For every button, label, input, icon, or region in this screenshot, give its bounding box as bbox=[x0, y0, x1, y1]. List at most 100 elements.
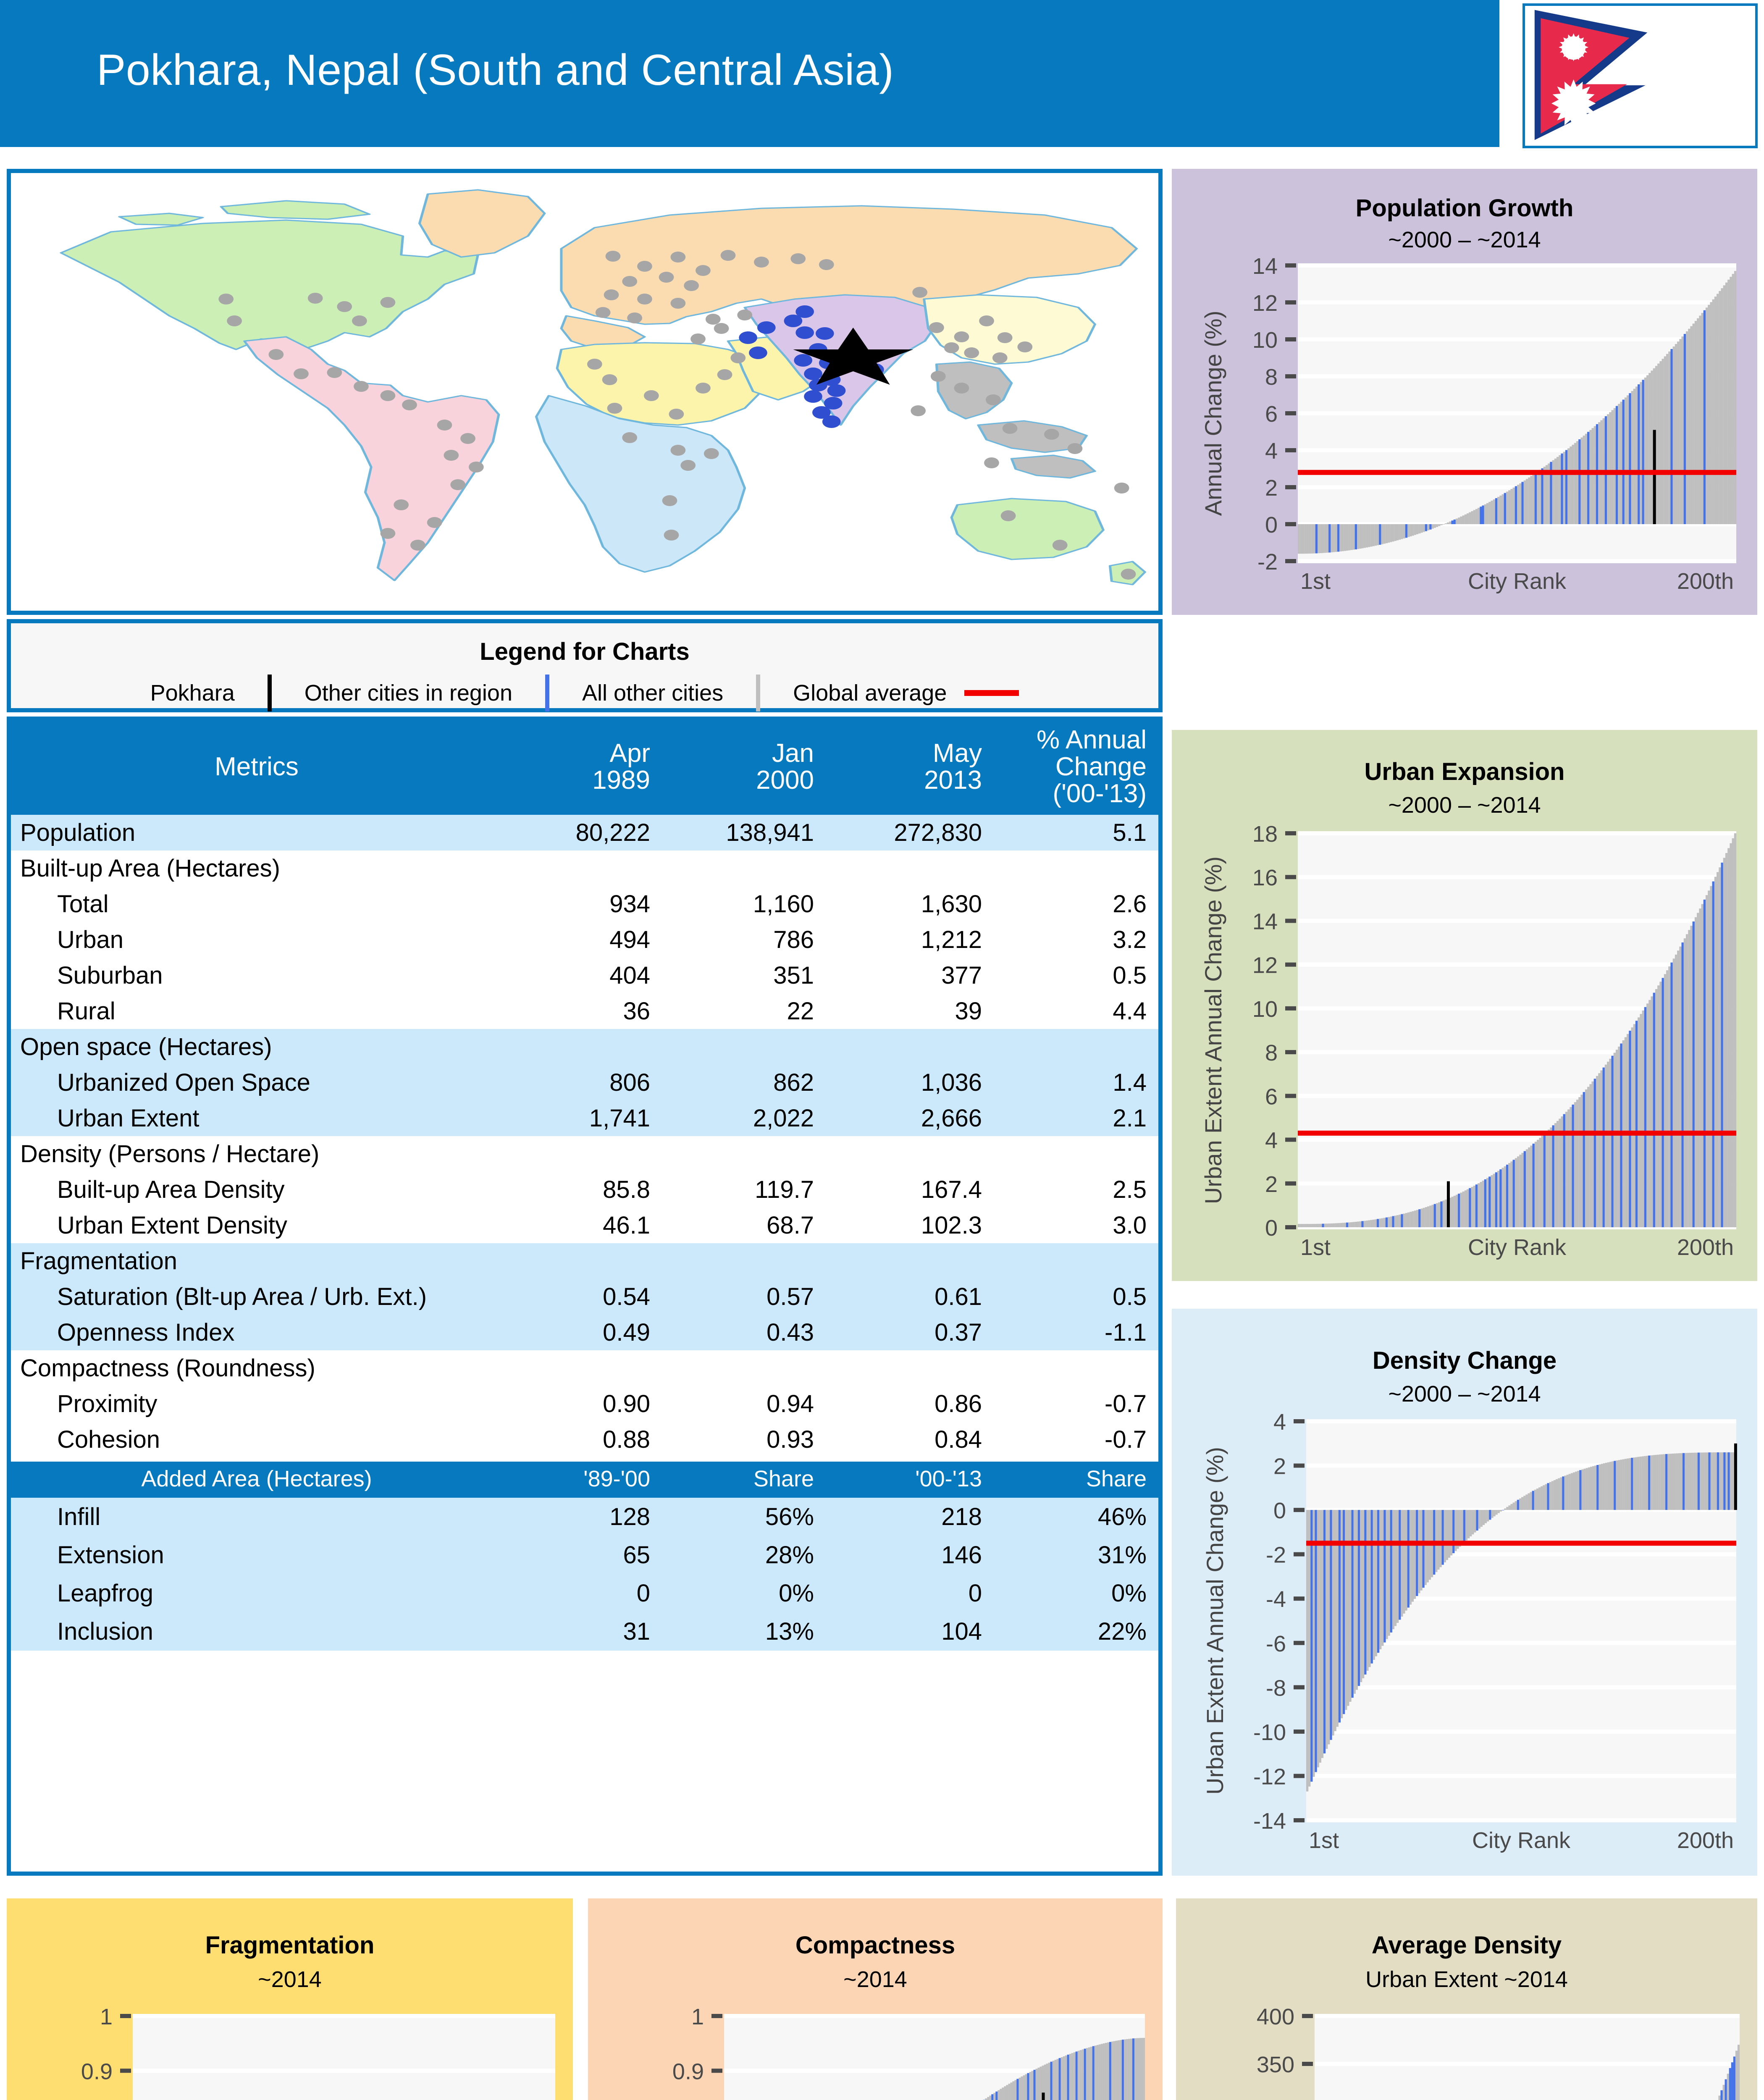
bar-other-city bbox=[1536, 471, 1539, 524]
bar-other-city bbox=[1427, 1206, 1430, 1227]
bar-region-city bbox=[1433, 1204, 1436, 1227]
bar-other-city bbox=[1379, 1218, 1381, 1227]
bar-other-city bbox=[1478, 508, 1480, 524]
bar-region-city bbox=[1401, 1214, 1403, 1227]
bar-other-city bbox=[1484, 1510, 1487, 1523]
bar-other-city bbox=[1574, 443, 1577, 524]
bar-other-city bbox=[1399, 1214, 1401, 1227]
bar-other-city bbox=[1090, 2047, 1092, 2100]
bar-other-city bbox=[1702, 1452, 1704, 1510]
bar-other-city bbox=[1439, 1510, 1442, 1567]
bar-other-city bbox=[1012, 2081, 1015, 2100]
bar-other-city bbox=[1609, 1462, 1612, 1510]
metric-value-2: 0.57 bbox=[662, 1278, 826, 1315]
metric-value-2: 68.7 bbox=[662, 1207, 826, 1243]
bar-other-city bbox=[1626, 1458, 1629, 1510]
y-axis-tick-label: 0.9 bbox=[81, 2059, 113, 2084]
bar-other-city bbox=[1506, 491, 1509, 524]
bar-other-city bbox=[1559, 1118, 1561, 1227]
bar-other-city bbox=[1678, 1453, 1680, 1510]
bar-other-city bbox=[989, 2095, 992, 2100]
bar-other-city bbox=[1556, 1121, 1559, 1227]
bar-other-city bbox=[1298, 1224, 1300, 1227]
bar-other-city bbox=[1541, 1136, 1544, 1227]
bar-region-city bbox=[1703, 899, 1706, 1227]
bar-other-city bbox=[1530, 476, 1533, 524]
y-axis-tick-label: 12 bbox=[1252, 953, 1278, 978]
bar-other-city bbox=[1102, 2043, 1105, 2100]
bar-other-city bbox=[1564, 1475, 1567, 1510]
bar-other-city bbox=[1326, 1223, 1329, 1227]
bar-other-city bbox=[1077, 2050, 1080, 2100]
metric-label: Open space (Hectares) bbox=[11, 1029, 502, 1065]
added-area-label: Leapfrog bbox=[11, 1574, 502, 1612]
chart-subtitle: ~2014 bbox=[258, 1967, 322, 1992]
metric-value-3 bbox=[826, 1243, 994, 1279]
bar-region-city bbox=[1648, 1455, 1651, 1510]
metric-value-3: 1,630 bbox=[826, 886, 994, 922]
added-area-label: Extension bbox=[11, 1536, 502, 1574]
bar-other-city bbox=[1639, 1457, 1642, 1510]
bar-other-city bbox=[1508, 490, 1511, 524]
y-axis-tick-label: -2 bbox=[1266, 1543, 1286, 1568]
bar-other-city bbox=[1499, 495, 1502, 524]
bar-other-city bbox=[1373, 1510, 1375, 1660]
metric-value-3 bbox=[826, 850, 994, 886]
bar-other-city bbox=[1620, 402, 1622, 524]
bar-other-city bbox=[1706, 1452, 1709, 1510]
bar-other-city bbox=[1357, 1221, 1360, 1227]
bar-region-city bbox=[1499, 1169, 1502, 1227]
metric-value-4: 5.1 bbox=[994, 814, 1158, 850]
metric-value-1: 0.90 bbox=[502, 1386, 662, 1422]
bar-region-city bbox=[1385, 1217, 1388, 1227]
bar-other-city bbox=[1427, 524, 1430, 530]
bar-other-city bbox=[1581, 1469, 1584, 1510]
bar-other-city bbox=[1006, 2085, 1008, 2100]
bar-other-city bbox=[1115, 2040, 1118, 2100]
y-axis-label: Urban Extent Annual Change (%) bbox=[1200, 856, 1226, 1204]
bar-region-city bbox=[1315, 524, 1318, 554]
bar-other-city bbox=[1455, 1194, 1458, 1227]
bar-other-city bbox=[1657, 985, 1660, 1227]
bar-region-city bbox=[1721, 862, 1723, 1227]
metric-value-3: 0.61 bbox=[826, 1278, 994, 1315]
bar-other-city bbox=[1528, 1147, 1530, 1227]
bar-region-city bbox=[1452, 1510, 1455, 1554]
bar-other-city bbox=[1069, 2054, 1071, 2100]
bar-other-city bbox=[1392, 524, 1394, 542]
metric-value-1: 404 bbox=[502, 957, 662, 993]
bar-other-city bbox=[1029, 2072, 1032, 2100]
bar-other-city bbox=[1643, 1456, 1646, 1510]
metric-label: Total bbox=[11, 886, 502, 922]
bar-other-city bbox=[1446, 522, 1449, 524]
bar-other-city bbox=[1008, 2084, 1011, 2100]
bar-other-city bbox=[1586, 1468, 1588, 1510]
table-row: Urban 494 786 1,212 3.2 bbox=[11, 921, 1158, 958]
bar-other-city bbox=[1438, 524, 1441, 526]
bar-region-city bbox=[1354, 524, 1357, 550]
metric-value-1: 806 bbox=[502, 1064, 662, 1100]
bar-other-city bbox=[1691, 1452, 1693, 1510]
metric-label: Urban Extent Density bbox=[11, 1207, 502, 1243]
bar-other-city bbox=[1334, 1510, 1336, 1731]
bar-other-city bbox=[1508, 1505, 1511, 1510]
global-average-line bbox=[1306, 1541, 1736, 1546]
bar-other-city bbox=[1470, 1510, 1472, 1536]
bar-other-city bbox=[1689, 1453, 1691, 1510]
bar-other-city bbox=[1444, 523, 1447, 524]
table-row: Built-up Area (Hectares) bbox=[11, 850, 1158, 886]
y-axis-tick-label: 14 bbox=[1252, 909, 1278, 934]
bar-other-city bbox=[1556, 457, 1559, 524]
bar-region-city bbox=[1440, 1201, 1443, 1227]
bar-other-city bbox=[1488, 501, 1491, 524]
bar-other-city bbox=[1392, 1510, 1395, 1630]
bar-other-city bbox=[1674, 1453, 1676, 1510]
bar-other-city bbox=[1679, 946, 1682, 1227]
metric-value-3: 102.3 bbox=[826, 1207, 994, 1243]
bar-other-city bbox=[1661, 1454, 1664, 1510]
bar-other-city bbox=[985, 2098, 987, 2100]
metric-label: Compactness (Roundness) bbox=[11, 1350, 502, 1386]
bar-other-city bbox=[1624, 1459, 1627, 1510]
bar-region-city bbox=[1723, 1452, 1726, 1510]
metrics-table: Metrics Apr 1989 Jan 2000 May 2013 % Annual… bbox=[11, 721, 1158, 1457]
